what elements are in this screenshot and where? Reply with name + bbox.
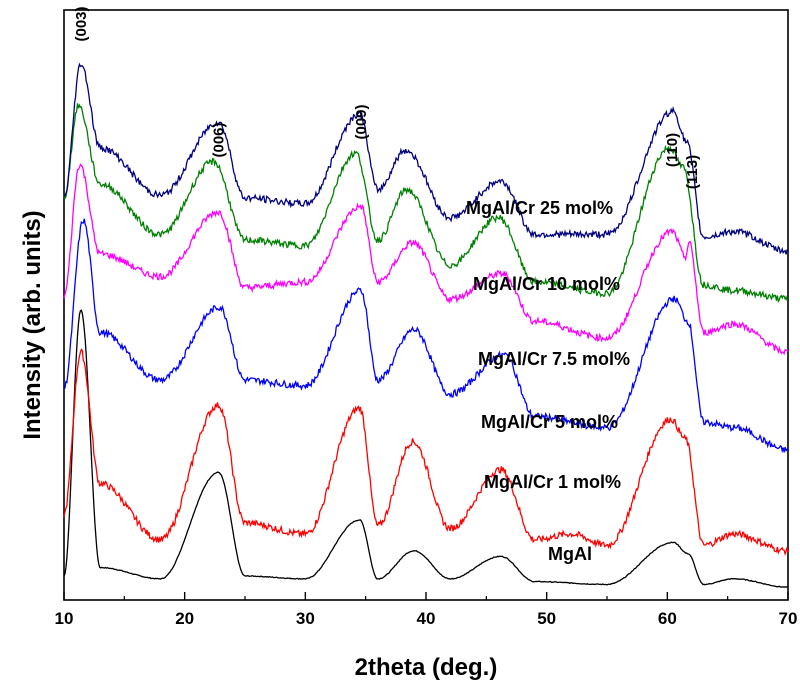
x-axis: 10 20 30 40 50 60 70	[55, 592, 798, 628]
peak-label-0: (003)	[73, 6, 90, 41]
x-tick-label-1: 20	[175, 609, 194, 628]
x-tick-label-4: 50	[537, 609, 556, 628]
x-tick-label-0: 10	[55, 609, 74, 628]
peak-label-4: (113)	[684, 155, 701, 189]
x-axis-title: 2theta (deg.)	[355, 654, 498, 681]
series-curves	[63, 62, 789, 589]
series-label-2: MgAl/Cr 5 mol%	[481, 412, 618, 432]
series-label-4: MgAl/Cr 10 mol%	[473, 274, 620, 294]
peak-label-2: (009)	[353, 104, 370, 139]
series-label-5: MgAl/Cr 25 mol%	[466, 198, 613, 218]
series-label-1: MgAl/Cr 1 mol%	[484, 472, 621, 492]
series-line-0	[63, 309, 789, 589]
series-line-4	[63, 103, 789, 303]
series-label-0: MgAl	[548, 544, 592, 564]
series-line-3	[63, 163, 789, 356]
peak-labels: (003) (006) (009) (110)(113)	[73, 6, 701, 189]
peak-label-1: (006)	[210, 122, 227, 157]
series-label-3: MgAl/Cr 7.5 mol%	[478, 349, 630, 369]
series-line-1	[63, 348, 789, 556]
series-line-2	[63, 218, 789, 454]
x-tick-label-3: 40	[417, 609, 436, 628]
series-line-5	[63, 62, 789, 255]
y-axis-title: Intensity (arb. units)	[19, 210, 46, 439]
series-labels: MgAl MgAl/Cr 1 mol% MgAl/Cr 5 mol% MgAl/Cr …	[466, 198, 630, 564]
x-tick-label-2: 30	[296, 609, 315, 628]
peak-label-3: (110)	[664, 133, 681, 167]
x-tick-label-6: 70	[779, 609, 798, 628]
x-tick-label-5: 60	[658, 609, 677, 628]
